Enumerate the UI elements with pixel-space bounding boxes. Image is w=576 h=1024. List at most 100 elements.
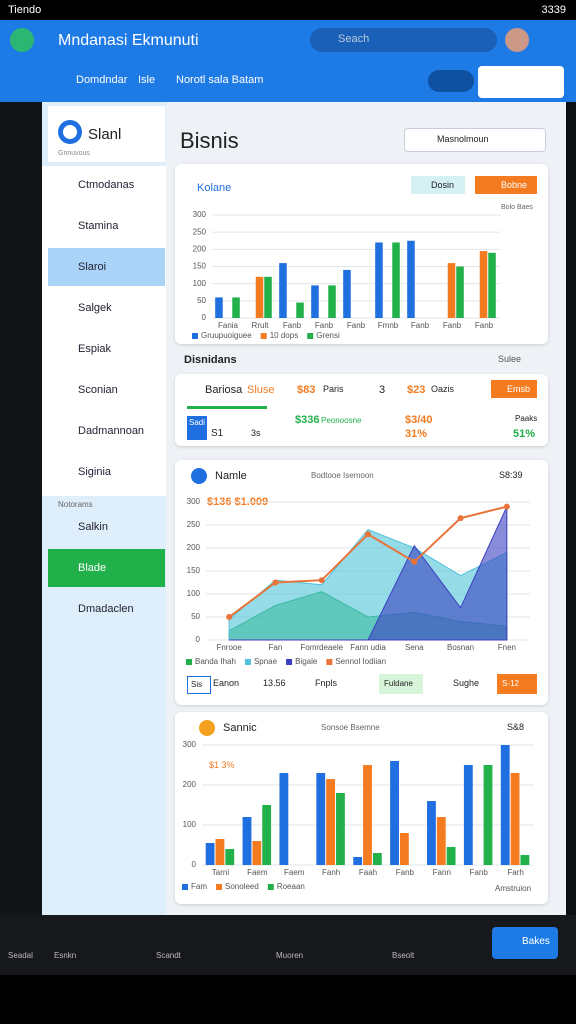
stat: 3 — [379, 384, 386, 396]
menu-item[interactable]: Ctmodanas — [78, 179, 135, 191]
stat: $23 — [407, 384, 426, 396]
legend-swatch — [192, 333, 198, 339]
x-tick-label: Fania — [218, 321, 239, 330]
card-subtitle: Bodtooe Isemoon — [311, 471, 374, 480]
x-tick-label: Fan — [269, 643, 283, 652]
bar — [264, 276, 272, 318]
footer-text: Fnpls — [315, 678, 338, 688]
menu-item[interactable]: Stamina — [78, 220, 119, 232]
y-tick-label: 50 — [191, 612, 200, 621]
bar — [279, 263, 287, 318]
legend-swatch — [186, 659, 192, 665]
tab[interactable]: Norotl sala Batam — [176, 74, 264, 86]
system-nav — [0, 975, 576, 1024]
bar — [407, 240, 415, 318]
footer-chip[interactable]: S-12 — [497, 674, 537, 694]
bar — [296, 302, 304, 318]
menu-item[interactable]: Blade — [48, 549, 165, 587]
chip[interactable]: Bobne — [475, 176, 537, 194]
stat: 31% — [405, 428, 428, 440]
bar — [363, 765, 372, 865]
x-tick-label: Tarni — [212, 868, 230, 877]
note: Bolo Baes — [501, 204, 533, 211]
y-tick-label: 300 — [187, 497, 201, 506]
x-tick-label: Fanb — [475, 321, 494, 330]
stat: 51% — [513, 428, 536, 440]
y-tick-label: 200 — [193, 244, 207, 253]
x-tick-label: Fnrooe — [216, 643, 242, 652]
nav-item[interactable]: Scandt — [156, 951, 181, 960]
footer-chip[interactable]: Fuldane — [379, 674, 423, 694]
menu-2: Notorams Salkin Blade Dmadaclen — [42, 492, 166, 622]
point — [365, 531, 371, 538]
menu-item[interactable]: Siginia — [78, 466, 112, 478]
y-tick-label: 200 — [183, 780, 197, 789]
legend-label: 10 dops — [270, 331, 298, 340]
bottom-nav: Seadal Esnkn Scandt Muoren Bseolt Bakes — [0, 915, 576, 975]
toggle[interactable] — [428, 70, 474, 92]
chip[interactable]: Dosin — [411, 176, 465, 194]
legend-label: Bigale — [295, 657, 318, 666]
nav-item[interactable]: Esnkn — [54, 951, 77, 960]
menu-item[interactable]: Espiak — [78, 343, 112, 355]
x-tick-label: Sena — [405, 643, 424, 652]
badge: S&8 — [507, 722, 525, 732]
y-tick-label: 0 — [202, 313, 207, 322]
stat: 3s — [251, 428, 261, 438]
tab[interactable]: Isle — [138, 74, 156, 86]
menu-item[interactable]: Dadmannoan — [78, 425, 145, 437]
sidebar: Slanl Gnnuvous Ctmodanas Stamina Slaroi Sal… — [42, 102, 166, 915]
x-tick-label: Fann — [433, 868, 451, 877]
bar — [343, 269, 351, 318]
stat: $336 — [295, 414, 320, 426]
bar — [242, 817, 252, 865]
bar — [483, 765, 493, 865]
footer-chip[interactable]: Sis — [187, 676, 211, 694]
y-tick-label: 100 — [193, 279, 207, 288]
bar — [456, 266, 464, 318]
y-tick-label: 0 — [192, 860, 197, 869]
card-title: Namle — [215, 470, 247, 482]
bar — [328, 285, 336, 318]
menu-item[interactable]: Salkin — [78, 521, 108, 533]
menu-item[interactable]: Sconian — [78, 384, 118, 396]
nav-item[interactable]: Muoren — [276, 951, 304, 960]
menu-item[interactable]: Salgek — [78, 302, 112, 314]
menu-section: Notorams — [58, 500, 93, 509]
y-tick-label: 150 — [187, 566, 201, 575]
x-tick-label: Fanh — [322, 868, 340, 877]
legend-label: Grensi — [316, 331, 340, 340]
bar — [336, 793, 345, 865]
menu-item[interactable]: Dmadaclen — [78, 603, 134, 615]
bar — [262, 805, 272, 865]
x-tick-label: Bosnan — [447, 643, 474, 652]
x-tick-label: Faem — [247, 868, 268, 877]
y-tick-label: 50 — [197, 296, 206, 305]
tab[interactable]: Domdndar — [76, 74, 128, 86]
bar — [255, 276, 264, 318]
nav-button[interactable]: Bakes — [492, 927, 558, 959]
app-header: Mndanasi Ekmunuti Seach Domdndar Isle No… — [0, 20, 576, 102]
sidebar-title: Slanl — [88, 126, 122, 143]
action-box[interactable]: Masnolmoun — [404, 128, 546, 152]
footer-text: Eanon — [213, 678, 240, 688]
section-link[interactable]: Sulee — [498, 354, 522, 364]
stat: Paaks — [515, 414, 538, 423]
stat: Paris — [323, 384, 344, 394]
action-text: Masnolmoun — [437, 134, 489, 144]
legend-swatch — [326, 659, 333, 665]
x-tick-label: Fanb — [347, 321, 366, 330]
footer-text: Amstruion — [495, 884, 532, 893]
menu-item[interactable]: Slaroi — [48, 248, 165, 286]
nav-item[interactable]: Seadal — [8, 951, 33, 960]
y-tick-label: 300 — [183, 740, 197, 749]
bar — [215, 839, 225, 865]
sidebar-header: Slanl Gnnuvous — [48, 106, 165, 162]
stat-button[interactable]: Emsb — [491, 380, 537, 398]
avatar[interactable] — [505, 28, 529, 52]
search-box[interactable]: Seach — [310, 28, 497, 52]
footer-text: 13.56 — [263, 678, 286, 688]
stats-card: Bariosa Sluse $83 Paris 3 $23 Oazis Emsb… — [175, 374, 548, 446]
nav-item[interactable]: Bseolt — [392, 951, 415, 960]
underline — [187, 406, 267, 409]
